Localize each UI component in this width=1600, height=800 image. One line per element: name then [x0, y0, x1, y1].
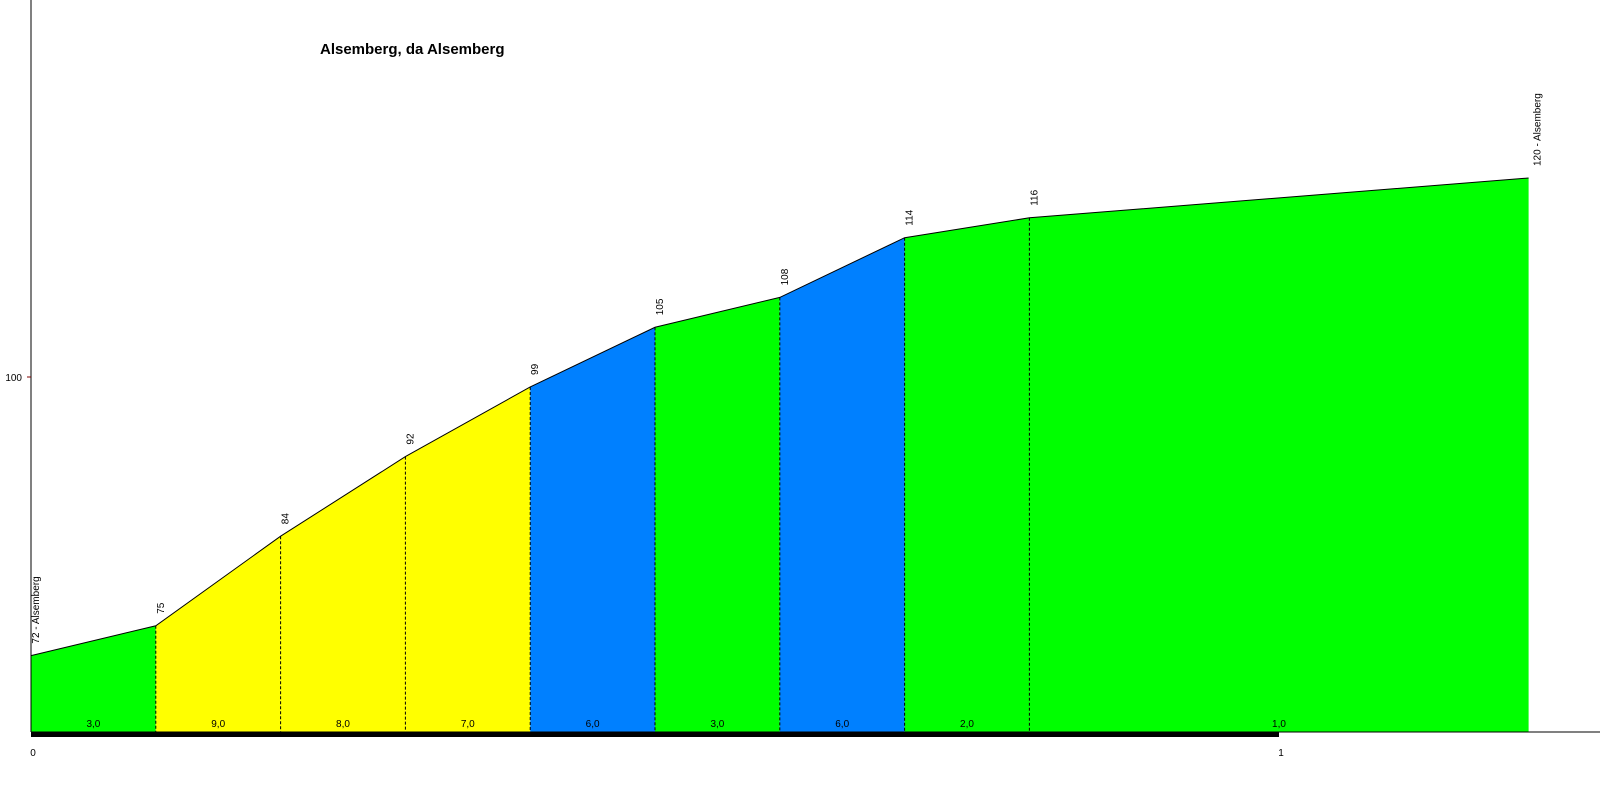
segment-area-5	[530, 327, 655, 732]
gradient-label-2: 9,0	[211, 719, 225, 730]
altitude-label-7: 108	[780, 268, 791, 285]
labels: 3,0 9,0 8,0 7,0 6,0 3,0 6,0 2,0 1,0 72 - Alsember…	[31, 93, 1544, 730]
gradient-label-1: 3,0	[86, 719, 100, 730]
x-tick-label-1: 0	[30, 748, 36, 759]
segment-area-2	[155, 536, 281, 732]
gradient-label-6: 3,0	[710, 719, 724, 730]
profile-outline	[30, 177, 1529, 657]
altitude-label-3: 84	[281, 513, 292, 525]
altitude-label-1: 72 - Alsemberg	[31, 576, 42, 643]
segment-area-4	[405, 386, 531, 732]
segment-area-7	[779, 237, 905, 732]
segment-area-3	[280, 456, 406, 732]
gradient-label-3: 8,0	[336, 719, 350, 730]
y-tick-label-1: 100	[5, 373, 22, 384]
x-tick-label-2: 1	[1278, 748, 1284, 759]
gradient-label-7: 6,0	[835, 719, 849, 730]
profile-line	[30, 177, 1529, 657]
segment-area-8	[904, 217, 1030, 733]
segment-area-1	[31, 625, 156, 732]
chart-title: Alsemberg, da Alsemberg	[320, 41, 505, 58]
altitude-label-6: 105	[655, 298, 666, 315]
segment-dividers	[155, 217, 1030, 732]
x-axis-scale-bar	[31, 732, 1279, 737]
gradient-label-5: 6,0	[586, 719, 600, 730]
axes: 100 0 1	[5, 0, 1600, 759]
segment-area-6	[655, 297, 780, 732]
segment-area-9	[1029, 178, 1529, 732]
altitude-label-10: 120 - Alsemberg	[1533, 93, 1544, 166]
altitude-label-4: 92	[405, 433, 416, 445]
altitude-label-9: 116	[1029, 189, 1040, 205]
altitude-label-8: 114	[905, 209, 916, 225]
gradient-label-4: 7,0	[461, 719, 475, 730]
gradient-label-9: 1,0	[1272, 719, 1286, 730]
altitude-label-5: 99	[530, 363, 541, 375]
altitude-label-2: 75	[156, 602, 167, 614]
profile-areas	[31, 178, 1529, 733]
gradient-label-8: 2,0	[960, 719, 974, 730]
